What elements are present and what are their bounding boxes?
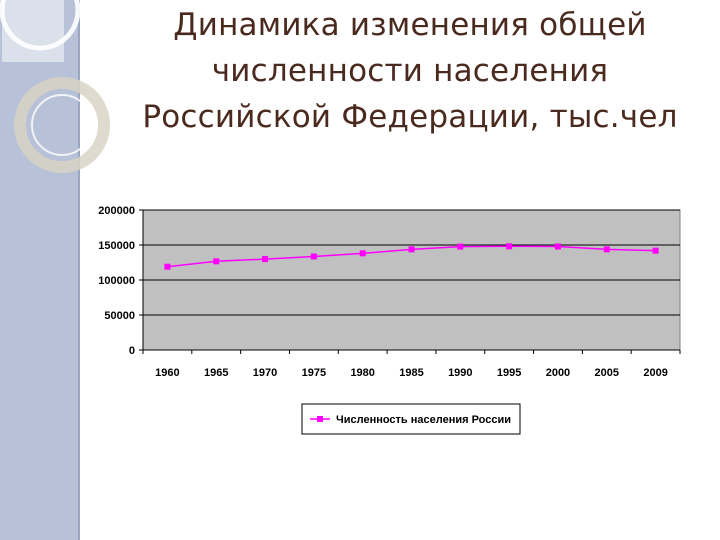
- data-point: [164, 263, 171, 270]
- x-tick-label: 2005: [595, 367, 619, 379]
- title-line-3: Российской Федерации, тыс.чел: [142, 99, 678, 135]
- data-point: [310, 253, 317, 260]
- deco-ring-1: [0, 0, 81, 51]
- data-point: [652, 247, 659, 254]
- decorative-circles: [0, 0, 110, 173]
- x-tick-label: 2009: [643, 367, 667, 379]
- data-point: [359, 250, 366, 257]
- x-tick-label: 1985: [399, 367, 423, 379]
- y-tick-label: 0: [129, 345, 135, 357]
- data-point: [603, 246, 610, 253]
- y-tick-label: 100000: [98, 275, 135, 287]
- x-axis-ticks: 1960 1965 1970 1975 1980 1985 1990 1995 2000 2005…: [142, 349, 681, 379]
- legend-box: [301, 403, 521, 435]
- x-tick-label: 1990: [448, 367, 472, 379]
- x-tick-label: 1965: [204, 367, 228, 379]
- page-title: Динамика изменения общей численности нас…: [95, 2, 720, 140]
- x-tick-label: 2000: [546, 367, 570, 379]
- x-tick-label: 1980: [350, 367, 374, 379]
- x-tick-label: 1995: [497, 367, 521, 379]
- series-layer: [164, 243, 659, 270]
- data-point: [506, 243, 513, 250]
- y-tick-label: 50000: [104, 310, 135, 322]
- data-point: [554, 243, 561, 250]
- deco-ring-2: [14, 77, 110, 173]
- x-tick-label: 1975: [302, 367, 326, 379]
- x-tick-label: 1960: [155, 367, 179, 379]
- y-tick-label: 200000: [98, 205, 135, 217]
- legend: Численность населения России: [301, 403, 521, 435]
- deco-ring-3: [31, 94, 93, 156]
- y-tick-label: 150000: [98, 240, 135, 252]
- title-line-1: Динамика изменения общей: [173, 7, 647, 43]
- y-axis-ticks: 200000 150000 100000 50000 0: [98, 205, 144, 357]
- title-line-2: численности населения: [211, 53, 609, 89]
- deco-square: [2, 0, 64, 62]
- data-point: [457, 243, 464, 250]
- data-point: [262, 256, 269, 263]
- legend-marker-swatch: [317, 416, 323, 422]
- data-point: [408, 246, 415, 253]
- legend-label: Численность населения России: [336, 414, 511, 426]
- x-tick-label: 1970: [253, 367, 277, 379]
- data-point: [213, 258, 220, 265]
